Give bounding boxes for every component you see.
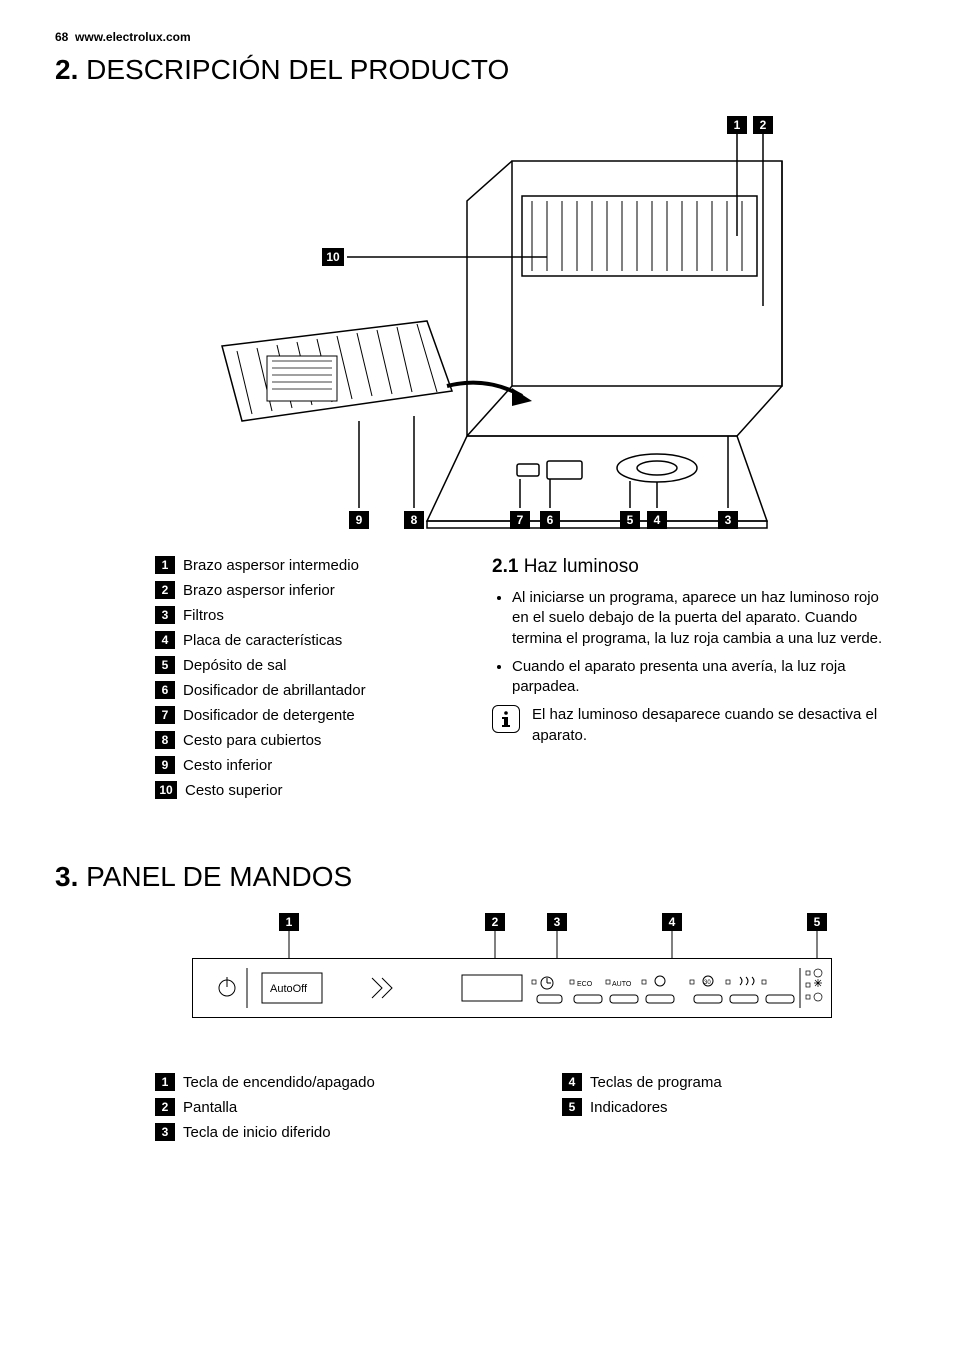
section3-title: PANEL DE MANDOS	[86, 861, 352, 892]
svg-text:AUTO: AUTO	[612, 981, 632, 988]
panel-part-label-4: Teclas de programa	[590, 1074, 722, 1091]
part-row: 2 Brazo aspersor inferior	[155, 581, 462, 599]
section2-1-heading: 2.1 Haz luminoso	[492, 556, 899, 578]
svg-text:30: 30	[704, 980, 711, 986]
panel-part-label-1: Tecla de encendido/apagado	[183, 1074, 375, 1091]
part-row: 2 Pantalla	[155, 1098, 492, 1116]
part-label-2: Brazo aspersor inferior	[183, 582, 335, 599]
panel-part-num-2: 2	[155, 1098, 175, 1116]
part-num-3: 3	[155, 606, 175, 624]
part-num-9: 9	[155, 756, 175, 774]
parts-list: 1 Brazo aspersor intermedio 2 Brazo aspers…	[55, 556, 462, 799]
part-label-4: Placa de características	[183, 632, 342, 649]
part-row: 1 Brazo aspersor intermedio	[155, 556, 462, 574]
section3-heading: 3. PANEL DE MANDOS	[55, 861, 899, 893]
part-label-5: Depósito de sal	[183, 657, 286, 674]
section2-1-title: Haz luminoso	[524, 556, 639, 577]
header-url: www.electrolux.com	[75, 30, 191, 44]
part-row: 5 Depósito de sal	[155, 656, 462, 674]
dishwasher-illustration	[117, 106, 837, 536]
section3-number: 3.	[55, 861, 78, 892]
panel-part-num-3: 3	[155, 1123, 175, 1141]
section2-number: 2.	[55, 54, 78, 85]
control-panel-diagram: 1 2 3 4 5	[117, 913, 837, 1053]
part-num-1: 1	[155, 556, 175, 574]
callout-4: 4	[647, 511, 667, 529]
part-num-8: 8	[155, 731, 175, 749]
callout-3: 3	[718, 511, 738, 529]
panel-part-num-5: 5	[562, 1098, 582, 1116]
part-row: 6 Dosificador de abrillantador	[155, 681, 462, 699]
part-num-7: 7	[155, 706, 175, 724]
section2-title: DESCRIPCIÓN DEL PRODUCTO	[86, 54, 509, 85]
panel-part-label-5: Indicadores	[590, 1099, 668, 1116]
info-icon	[492, 705, 520, 733]
info-note: El haz luminoso desaparece cuando se des…	[492, 705, 899, 746]
callout-1: 1	[727, 116, 747, 134]
panel-part-label-3: Tecla de inicio diferido	[183, 1124, 331, 1141]
part-row: 3 Tecla de inicio diferido	[155, 1123, 492, 1141]
part-row: 4 Teclas de programa	[562, 1073, 899, 1091]
part-label-8: Cesto para cubiertos	[183, 732, 321, 749]
svg-text:ECO: ECO	[577, 981, 593, 988]
callout-9: 9	[349, 511, 369, 529]
page-number: 68	[55, 30, 68, 44]
part-row: 8 Cesto para cubiertos	[155, 731, 462, 749]
part-num-10: 10	[155, 781, 177, 799]
part-label-10: Cesto superior	[185, 782, 283, 799]
part-row: 1 Tecla de encendido/apagado	[155, 1073, 492, 1091]
callout-8: 8	[404, 511, 424, 529]
callout-10: 10	[322, 248, 344, 266]
haz-luminoso-list: Al iniciarse un programa, aparece un haz…	[492, 588, 899, 697]
bullet-1: Al iniciarse un programa, aparece un haz…	[512, 588, 899, 649]
header: 68 www.electrolux.com	[55, 30, 899, 44]
part-label-7: Dosificador de detergente	[183, 707, 355, 724]
part-row: 5 Indicadores	[562, 1098, 899, 1116]
callout-2: 2	[753, 116, 773, 134]
product-diagram: 1 2 10 9 8 7 6 5 4 3	[117, 106, 837, 536]
callout-6: 6	[540, 511, 560, 529]
part-label-6: Dosificador de abrillantador	[183, 682, 366, 699]
section2-1-number: 2.1	[492, 556, 518, 577]
section2-heading: 2. DESCRIPCIÓN DEL PRODUCTO	[55, 54, 899, 86]
bullet-2: Cuando el aparato presenta una avería, l…	[512, 657, 899, 698]
part-num-5: 5	[155, 656, 175, 674]
part-label-9: Cesto inferior	[183, 757, 272, 774]
panel-part-num-1: 1	[155, 1073, 175, 1091]
part-label-3: Filtros	[183, 607, 224, 624]
panel-svg: 30 AutoOff ECO AUTO	[192, 913, 832, 1043]
part-num-6: 6	[155, 681, 175, 699]
part-num-2: 2	[155, 581, 175, 599]
part-label-1: Brazo aspersor intermedio	[183, 557, 359, 574]
callout-5: 5	[620, 511, 640, 529]
info-text: El haz luminoso desaparece cuando se des…	[532, 705, 899, 746]
callout-7: 7	[510, 511, 530, 529]
part-row: 3 Filtros	[155, 606, 462, 624]
panel-part-num-4: 4	[562, 1073, 582, 1091]
panel-parts-left: 1 Tecla de encendido/apagado 2 Pantalla 3T…	[55, 1073, 492, 1148]
panel-parts-right: 4 Teclas de programa 5 Indicadores	[522, 1073, 899, 1148]
part-num-4: 4	[155, 631, 175, 649]
part-row: 4 Placa de características	[155, 631, 462, 649]
part-row: 7 Dosificador de detergente	[155, 706, 462, 724]
part-row: 10 Cesto superior	[155, 781, 462, 799]
autooff-text: AutoOff	[270, 983, 308, 995]
panel-part-label-2: Pantalla	[183, 1099, 237, 1116]
part-row: 9 Cesto inferior	[155, 756, 462, 774]
